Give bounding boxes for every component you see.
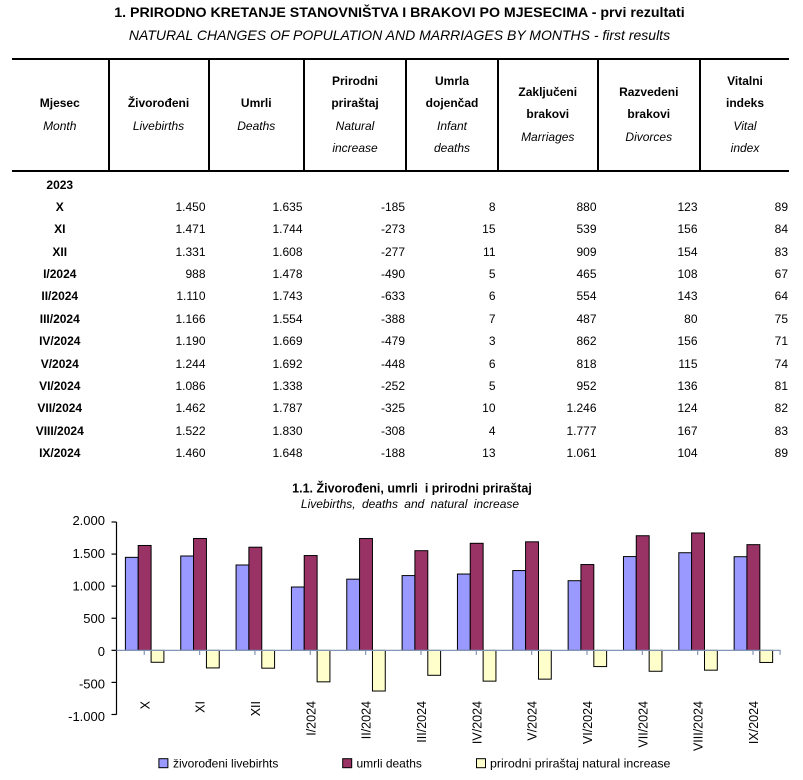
svg-text:umrli deaths: umrli deaths (357, 756, 422, 770)
svg-text:1.1. Živorođeni, umrli i prir: 1.1. Živorođeni, umrli i prirodni priraš… (292, 481, 532, 496)
svg-text:VII/2024: VII/2024 (636, 701, 650, 748)
svg-text:Livebirths, deaths and natural: Livebirths, deaths and natural increase (301, 497, 519, 511)
svg-text:0: 0 (98, 644, 105, 659)
svg-text:VI/2024: VI/2024 (581, 701, 595, 744)
svg-text:živorođeni livebirhts: živorođeni livebirhts (173, 756, 278, 770)
svg-text:VIII/2024: VIII/2024 (692, 701, 706, 751)
svg-text:XI: XI (194, 701, 208, 713)
svg-text:IV/2024: IV/2024 (470, 701, 484, 744)
svg-text:III/2024: III/2024 (415, 701, 429, 743)
svg-text:500: 500 (83, 611, 105, 626)
svg-text:X: X (138, 700, 152, 709)
svg-text:-1.000: -1.000 (68, 709, 105, 724)
svg-text:II/2024: II/2024 (360, 701, 374, 739)
svg-text:XII: XII (249, 701, 263, 716)
svg-text:2.000: 2.000 (72, 513, 105, 528)
svg-text:1.500: 1.500 (72, 546, 105, 561)
svg-text:V/2024: V/2024 (526, 701, 540, 741)
svg-text:-500: -500 (79, 676, 105, 691)
svg-text:IX/2024: IX/2024 (747, 701, 761, 744)
svg-text:prirodni priraštaj natural inc: prirodni priraštaj natural increase (490, 756, 671, 770)
svg-text:I/2024: I/2024 (304, 701, 318, 736)
svg-text:1.000: 1.000 (72, 579, 105, 594)
